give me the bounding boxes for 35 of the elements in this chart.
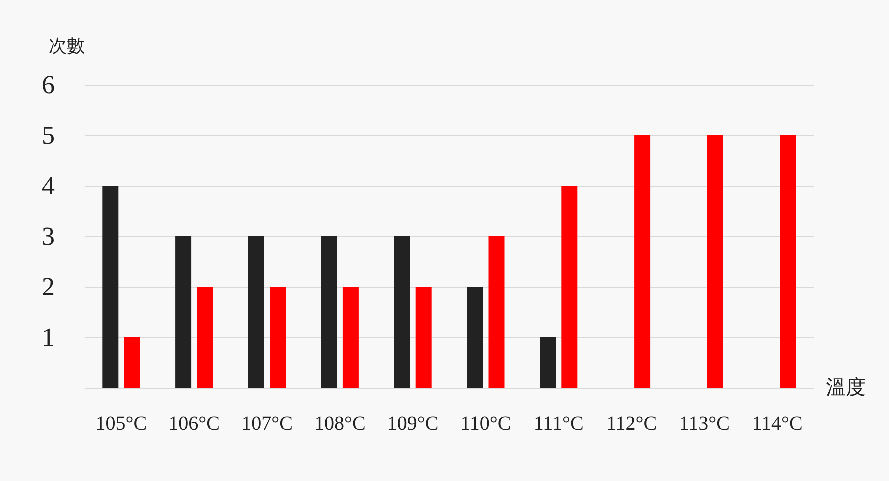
x-tick-label: 111°C xyxy=(534,413,584,435)
bar xyxy=(540,338,556,388)
bar xyxy=(197,287,214,388)
y-axis-title: 次數 xyxy=(49,36,85,56)
bar xyxy=(707,136,724,388)
bar xyxy=(488,236,505,388)
bar xyxy=(562,186,578,388)
bar xyxy=(394,236,410,388)
x-tick-label: 106°C xyxy=(168,413,220,435)
x-tick-label: 114°C xyxy=(752,413,803,435)
bar xyxy=(467,287,484,388)
y-tick-label: 6 xyxy=(42,70,55,100)
x-axis-title: 溫度 xyxy=(826,377,866,399)
bar xyxy=(102,186,119,388)
x-tick-label: 110°C xyxy=(460,413,512,435)
bar xyxy=(634,136,651,388)
x-tick-label: 107°C xyxy=(242,413,293,435)
x-tick-label: 105°C xyxy=(96,413,148,435)
bar xyxy=(780,136,796,388)
bar xyxy=(176,236,192,388)
x-tick-label: 108°C xyxy=(314,413,366,435)
x-tick-label: 112°C xyxy=(606,413,658,435)
bar xyxy=(342,287,359,388)
bar xyxy=(248,236,264,388)
bar xyxy=(416,287,432,388)
y-tick-label: 1 xyxy=(42,323,55,352)
bar xyxy=(321,236,338,388)
y-tick-label: 4 xyxy=(42,172,55,200)
y-tick-label: 5 xyxy=(42,121,55,150)
x-tick-label: 113°C xyxy=(679,413,730,435)
bar xyxy=(270,287,286,388)
x-tick-label: 109°C xyxy=(387,413,439,435)
y-tick-label: 2 xyxy=(42,272,55,302)
bar xyxy=(124,338,140,388)
y-tick-label: 3 xyxy=(42,222,55,251)
